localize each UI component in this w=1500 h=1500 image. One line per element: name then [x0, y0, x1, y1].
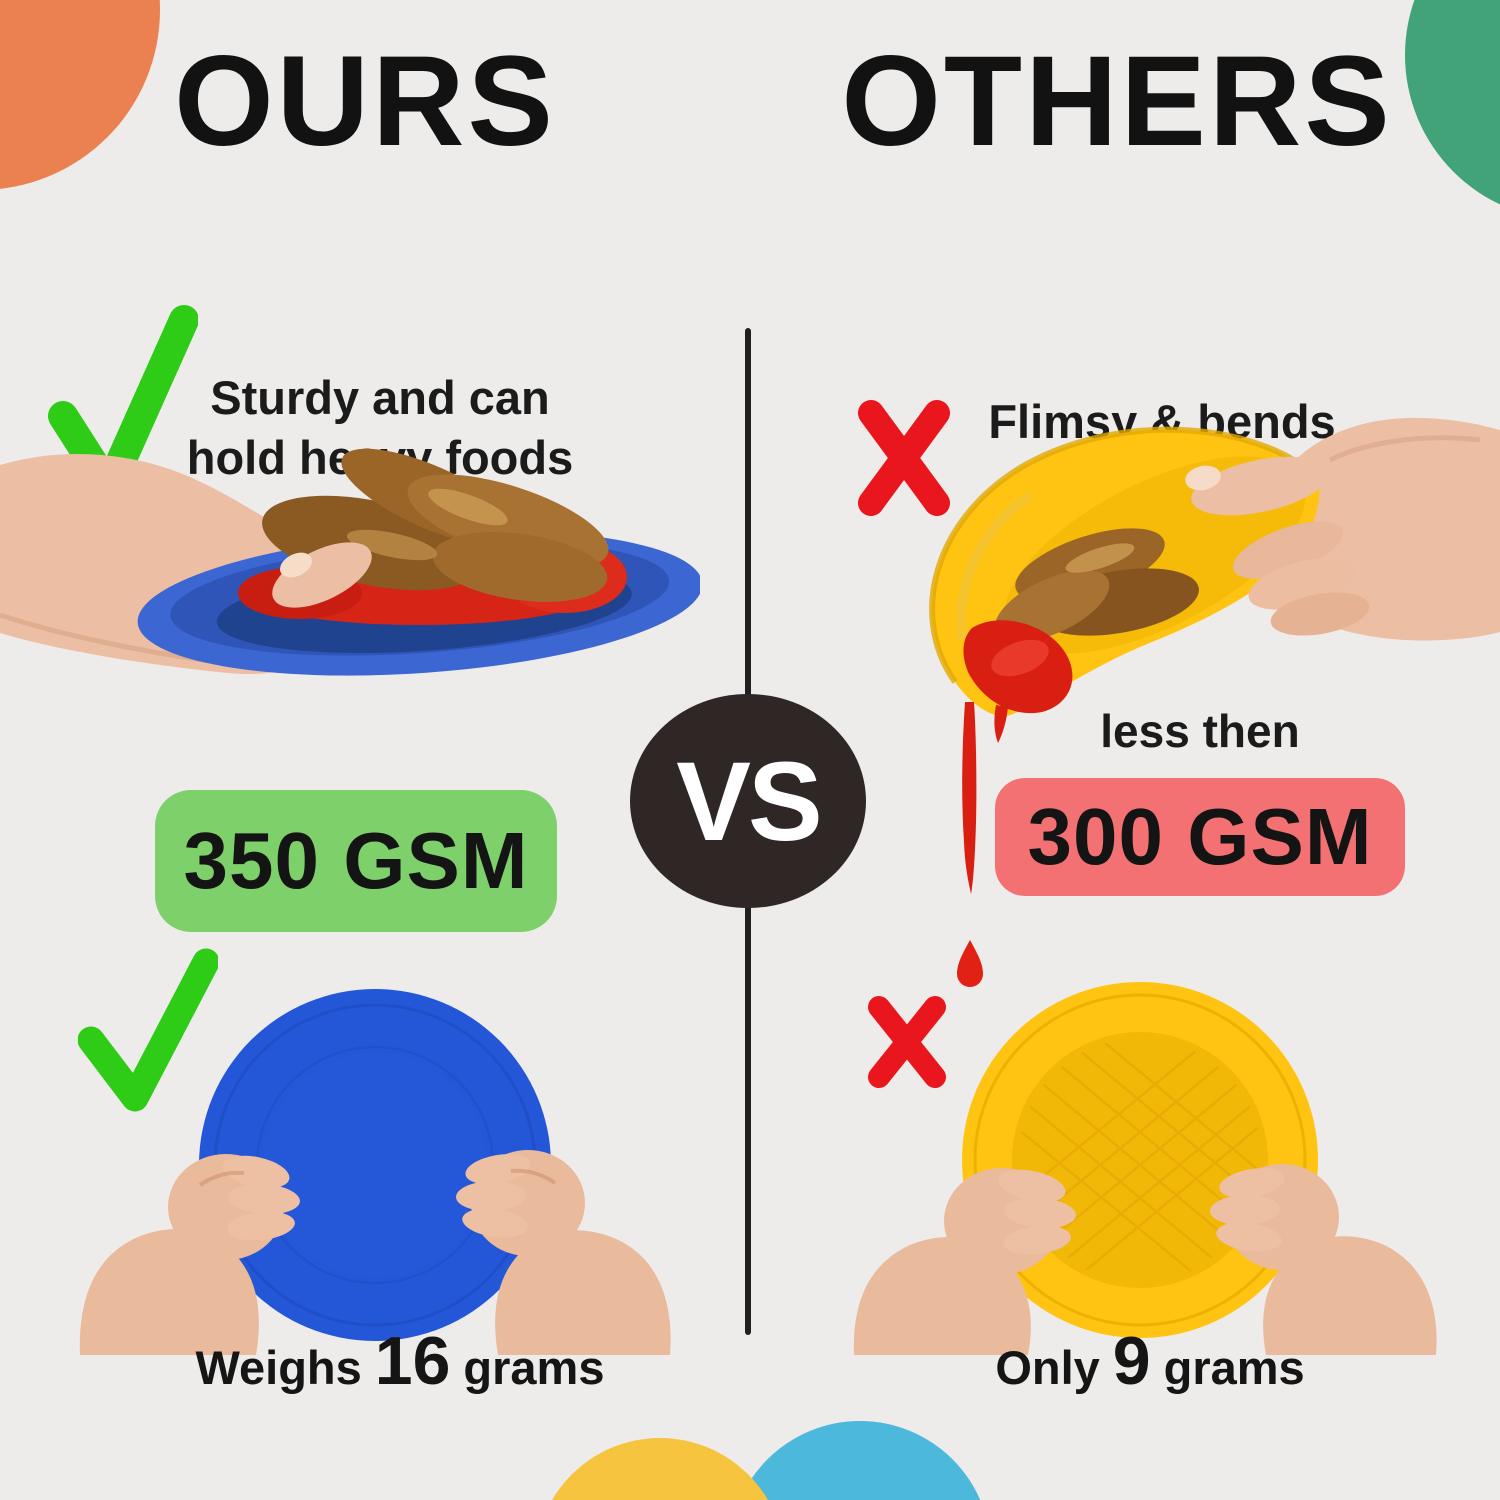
ours-gsm-badge: 350 GSM	[155, 790, 557, 932]
others-gsm-badge: 300 GSM	[995, 778, 1405, 896]
ours-weight-unit: grams	[463, 1341, 605, 1394]
chicken-wings-illustration	[994, 528, 1199, 642]
photo-others-empty-plate	[853, 982, 1437, 1355]
others-weight-unit: grams	[1163, 1341, 1305, 1394]
others-gsm-value: 300 GSM	[1027, 792, 1373, 881]
left-hand-illustration	[853, 1168, 1076, 1355]
ours-weight-caption: Weighs 16 grams	[100, 1322, 700, 1400]
ours-weight-prefix: Weighs	[195, 1341, 362, 1394]
right-hand-illustration	[1210, 1164, 1437, 1355]
photo-ours-empty-plate	[79, 989, 671, 1355]
blue-plate-illustration	[199, 989, 551, 1341]
others-weight-caption: Only 9 grams	[850, 1322, 1450, 1400]
others-title: OTHERS	[841, 30, 1393, 173]
cross-icon	[858, 400, 950, 516]
left-hand-illustration	[79, 1154, 300, 1355]
ketchup-spill-illustration	[963, 620, 1073, 743]
photo-ours-plate-with-food	[0, 448, 700, 676]
yellow-circle-decoration	[535, 1438, 785, 1500]
fingers-illustration	[1185, 456, 1370, 636]
ours-feature-line1: Sturdy and can	[210, 371, 550, 424]
others-gsm-note: less then	[1100, 705, 1300, 757]
ours-gsm-value: 350 GSM	[183, 816, 529, 905]
vs-label: VS	[676, 738, 822, 864]
others-weight-prefix: Only	[995, 1341, 1100, 1394]
cyan-circle-decoration	[729, 1421, 991, 1500]
cross-icon	[868, 996, 946, 1088]
ours-weight-value: 16	[374, 1323, 451, 1399]
others-weight-value: 9	[1112, 1323, 1151, 1399]
ours-title: OURS	[174, 30, 556, 173]
ketchup-drip-illustration	[957, 702, 983, 987]
vs-badge: VS	[630, 694, 866, 908]
photo-others-bent-plate	[929, 417, 1500, 743]
thumb-illustration	[272, 542, 372, 608]
right-hand-illustration	[456, 1150, 671, 1355]
checkmark-icon	[78, 948, 218, 1112]
